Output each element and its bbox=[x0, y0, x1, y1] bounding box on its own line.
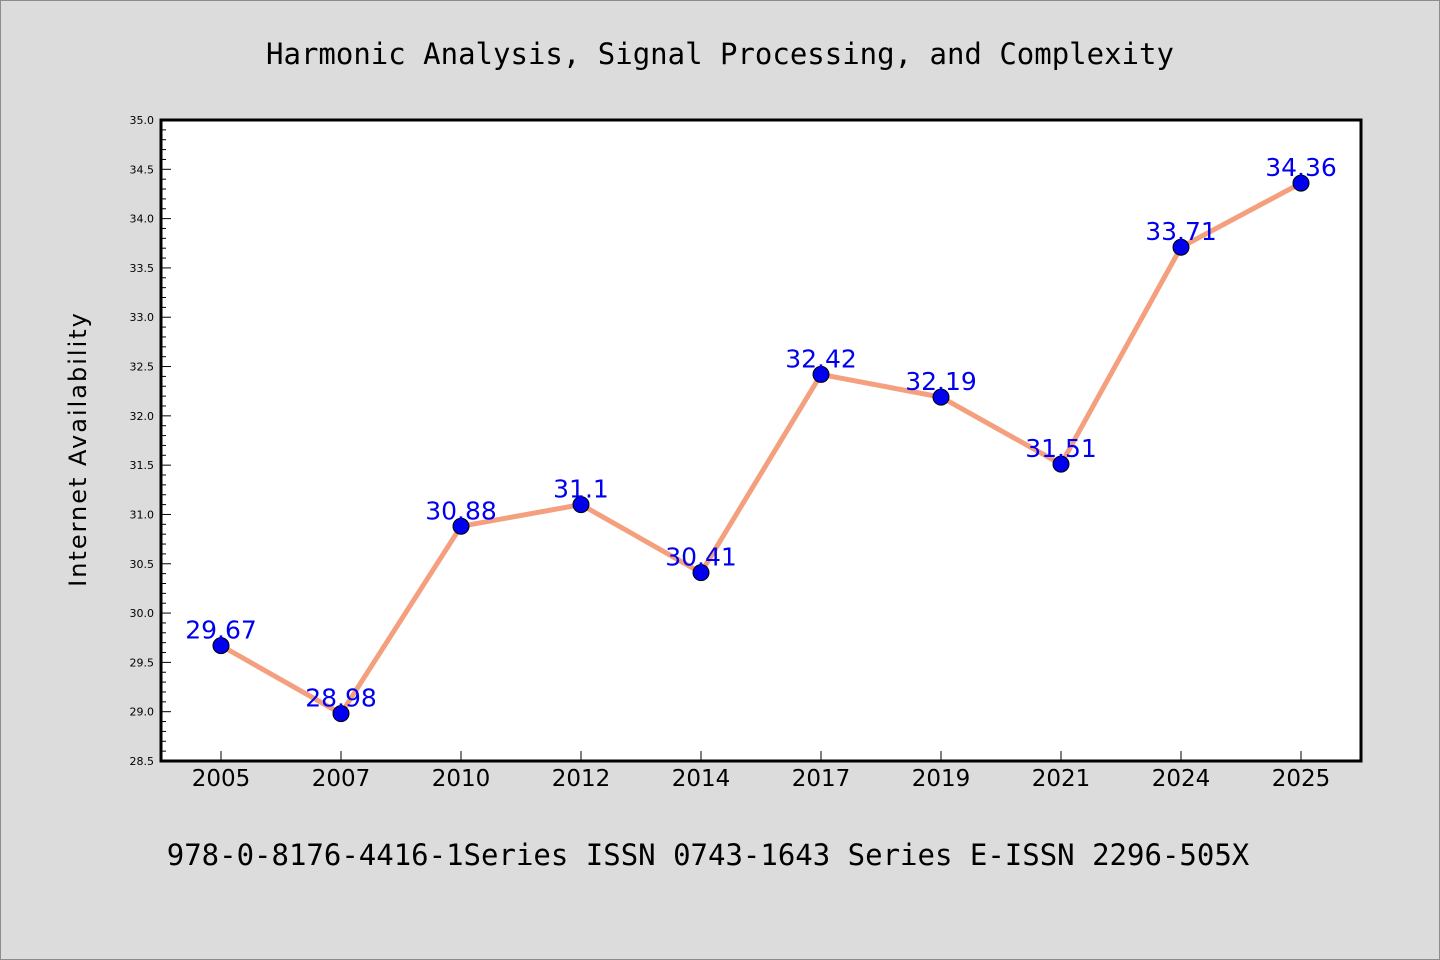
y-tick-label: 32.0 bbox=[130, 410, 155, 423]
data-label: 32.19 bbox=[905, 367, 977, 396]
data-label: 32.42 bbox=[785, 344, 857, 373]
x-tick-label: 2019 bbox=[912, 766, 971, 792]
data-point-marker bbox=[1052, 455, 1070, 473]
y-tick-label: 33.5 bbox=[130, 262, 155, 275]
x-tick-label: 2005 bbox=[192, 766, 251, 792]
y-tick-label: 30.5 bbox=[130, 558, 155, 571]
y-tick-label: 33.0 bbox=[130, 311, 155, 324]
chart-title: Harmonic Analysis, Signal Processing, an… bbox=[266, 37, 1174, 71]
data-point-marker bbox=[1172, 238, 1190, 256]
x-axis: 2005 2007 2010 2012 2014 2017 2019 2021 2024 2025 bbox=[192, 751, 1331, 792]
y-tick-label: 34.5 bbox=[130, 163, 155, 176]
data-point-marker bbox=[572, 496, 590, 514]
data-label: 29.67 bbox=[185, 616, 257, 645]
plot-area bbox=[159, 118, 1363, 763]
x-tick-label: 2012 bbox=[552, 766, 611, 792]
y-tick-label: 28.5 bbox=[130, 755, 155, 768]
data-point-marker bbox=[452, 517, 470, 535]
y-tick-label: 29.5 bbox=[130, 656, 155, 669]
y-axis: 28.5 29.0 29.5 30.0 30.5 31.0 31.5 32.0 32.5 33.0… bbox=[130, 114, 171, 768]
x-tick-label: 2010 bbox=[432, 766, 491, 792]
y-tick-label: 31.5 bbox=[130, 459, 155, 472]
footer-isbn-text: 978-0-8176-4416-1Series ISSN 0743-1643 S… bbox=[167, 838, 1250, 872]
data-point-marker bbox=[332, 705, 350, 723]
data-label: 30.41 bbox=[665, 543, 737, 572]
x-tick-label: 2017 bbox=[792, 766, 851, 792]
y-tick-label: 30.0 bbox=[130, 607, 155, 620]
x-tick-label: 2021 bbox=[1032, 766, 1091, 792]
x-tick-label: 2014 bbox=[672, 766, 731, 792]
y-axis-label: Internet Availability bbox=[64, 311, 92, 587]
data-point-marker bbox=[692, 564, 710, 582]
x-tick-label: 2007 bbox=[312, 766, 371, 792]
y-tick-label: 31.0 bbox=[130, 508, 155, 521]
data-label: 33.71 bbox=[1145, 217, 1217, 246]
y-tick-label: 34.0 bbox=[130, 213, 155, 226]
series-layer: 29.67 28.98 30.88 31.1 30.41 32.42 32.19 31.51 3… bbox=[185, 153, 1337, 723]
data-label: 28.98 bbox=[305, 684, 377, 713]
data-label: 30.88 bbox=[425, 496, 497, 525]
data-label: 31.51 bbox=[1025, 434, 1097, 463]
data-point-marker bbox=[212, 637, 230, 655]
y-tick-label: 35.0 bbox=[130, 114, 155, 127]
x-tick-label: 2024 bbox=[1152, 766, 1211, 792]
y-tick-label: 29.0 bbox=[130, 706, 155, 719]
data-point-marker bbox=[932, 388, 950, 406]
series-line bbox=[218, 180, 1304, 717]
data-label: 31.1 bbox=[553, 475, 609, 504]
data-point-marker bbox=[812, 365, 830, 383]
y-tick-label: 32.5 bbox=[130, 361, 155, 374]
x-tick-label: 2025 bbox=[1272, 766, 1331, 792]
data-label: 34.36 bbox=[1265, 153, 1337, 182]
data-point-marker bbox=[1292, 174, 1310, 192]
